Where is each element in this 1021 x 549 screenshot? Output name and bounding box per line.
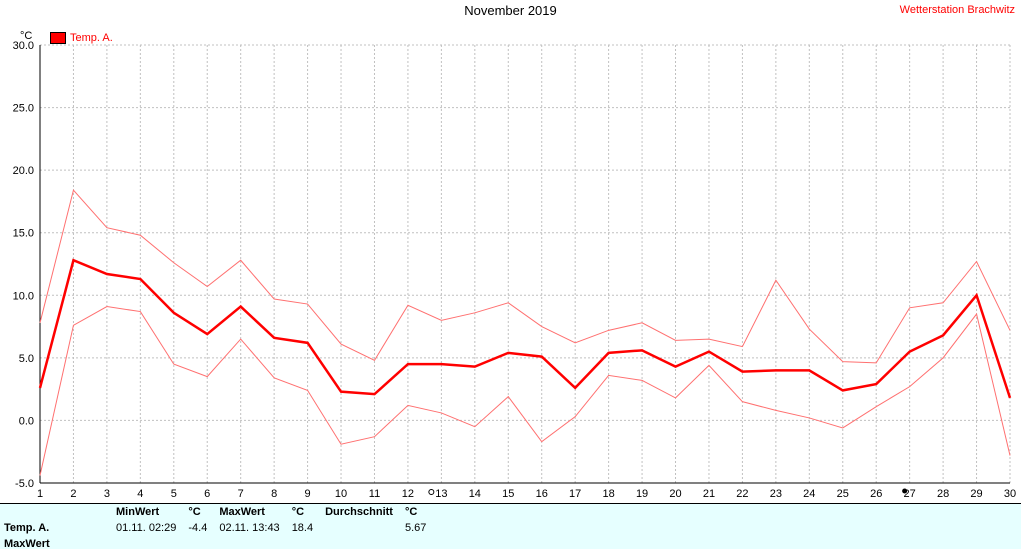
svg-text:16: 16 xyxy=(536,488,548,500)
svg-text:12: 12 xyxy=(402,488,414,500)
svg-text:22: 22 xyxy=(736,488,748,500)
svg-text:4: 4 xyxy=(137,488,143,500)
col-min-label: MinWert xyxy=(112,504,184,520)
svg-text:3: 3 xyxy=(104,488,110,500)
svg-text:26: 26 xyxy=(870,488,882,500)
row-label: Temp. A. xyxy=(0,520,112,536)
stats-bar: MinWert °C MaxWert °C Durchschnitt °C Te… xyxy=(0,503,1021,549)
svg-text:5.0: 5.0 xyxy=(19,353,34,365)
svg-text:30.0: 30.0 xyxy=(13,40,34,52)
svg-text:15: 15 xyxy=(502,488,514,500)
svg-text:30: 30 xyxy=(1004,488,1016,500)
svg-text:5: 5 xyxy=(171,488,177,500)
svg-text:11: 11 xyxy=(369,488,380,500)
svg-text:25: 25 xyxy=(837,488,849,500)
col-min-unit: °C xyxy=(184,504,215,520)
svg-text:15.0: 15.0 xyxy=(13,228,34,240)
svg-text:20: 20 xyxy=(669,488,681,500)
chart-svg: -5.00.05.010.015.020.025.030.01234567891… xyxy=(0,0,1021,503)
svg-text:20.0: 20.0 xyxy=(13,165,34,177)
svg-text:0.0: 0.0 xyxy=(19,415,34,427)
svg-text:28: 28 xyxy=(937,488,949,500)
svg-text:2: 2 xyxy=(70,488,76,500)
svg-text:29: 29 xyxy=(970,488,982,500)
max-val: 18.4 xyxy=(288,520,321,536)
stats-row-extra: MaxWert xyxy=(0,536,434,549)
svg-text:13: 13 xyxy=(435,488,447,500)
stats-row: Temp. A. 01.11. 02:29 -4.4 02.11. 13:43 … xyxy=(0,520,434,536)
svg-text:-5.0: -5.0 xyxy=(15,478,34,490)
stats-table: MinWert °C MaxWert °C Durchschnitt °C Te… xyxy=(0,504,434,549)
col-avg-label: Durchschnitt xyxy=(321,504,401,520)
min-val: -4.4 xyxy=(184,520,215,536)
max-when: 02.11. 13:43 xyxy=(215,520,287,536)
svg-text:9: 9 xyxy=(305,488,311,500)
svg-text:18: 18 xyxy=(602,488,614,500)
svg-text:25.0: 25.0 xyxy=(13,103,34,115)
svg-text:23: 23 xyxy=(770,488,782,500)
svg-text:21: 21 xyxy=(703,488,715,500)
stats-header-row: MinWert °C MaxWert °C Durchschnitt °C xyxy=(0,504,434,520)
svg-text:7: 7 xyxy=(238,488,244,500)
avg-val: 5.67 xyxy=(401,520,434,536)
min-when: 01.11. 02:29 xyxy=(112,520,184,536)
chart-area: November 2019 Wetterstation Brachwitz °C… xyxy=(0,0,1021,503)
row-label-extra: MaxWert xyxy=(0,536,112,549)
svg-text:8: 8 xyxy=(271,488,277,500)
col-max-unit: °C xyxy=(288,504,321,520)
svg-text:10.0: 10.0 xyxy=(13,290,34,302)
svg-text:10: 10 xyxy=(335,488,347,500)
svg-text:19: 19 xyxy=(636,488,648,500)
svg-text:6: 6 xyxy=(204,488,210,500)
col-avg-unit: °C xyxy=(401,504,434,520)
svg-text:17: 17 xyxy=(569,488,581,500)
col-max-label: MaxWert xyxy=(215,504,287,520)
svg-text:1: 1 xyxy=(37,488,43,500)
svg-text:14: 14 xyxy=(469,488,481,500)
svg-text:24: 24 xyxy=(803,488,815,500)
